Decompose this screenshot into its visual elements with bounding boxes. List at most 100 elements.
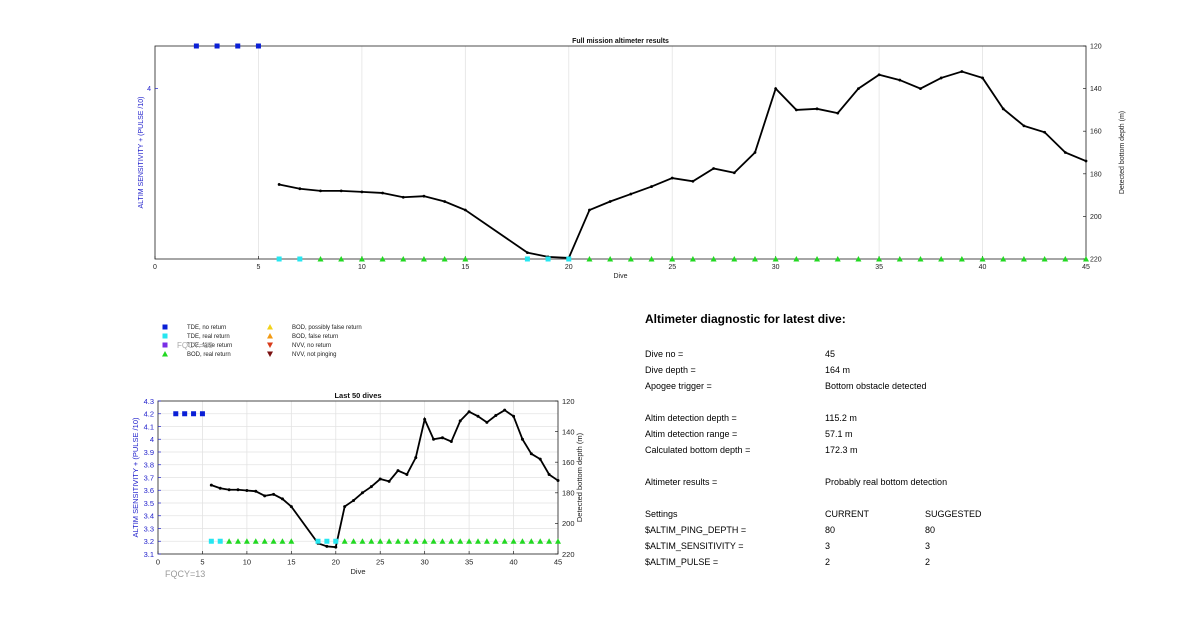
ping-depth-suggested: 80 bbox=[925, 525, 936, 535]
bottom-depth-point bbox=[423, 417, 427, 421]
x-tick-label: 0 bbox=[156, 558, 160, 567]
bod-real-return-marker bbox=[243, 538, 250, 544]
legend-marker bbox=[267, 351, 273, 357]
current-header: CURRENT bbox=[825, 509, 869, 519]
bottom-depth-point bbox=[547, 472, 551, 476]
bod-real-return-marker bbox=[400, 256, 407, 262]
y-right-tick-label: 140 bbox=[562, 427, 575, 436]
bottom-depth-point bbox=[1084, 159, 1088, 163]
bottom-depth-point bbox=[405, 472, 409, 476]
altim-depth-label: Altim detection depth = bbox=[645, 413, 737, 423]
bottom-depth-point bbox=[401, 195, 405, 199]
bottom-depth-point bbox=[712, 167, 715, 170]
y-left-axis-label: ALTIM SENSITIVITY + (PULSE /10) bbox=[131, 417, 140, 537]
y-left-tick-label: 3.6 bbox=[144, 486, 154, 495]
tde-real-return-marker bbox=[566, 256, 572, 262]
bod-real-return-marker bbox=[377, 538, 384, 544]
bottom-depth-point bbox=[512, 414, 516, 418]
y-right-tick-label: 140 bbox=[1090, 86, 1102, 93]
dive-no-row: Dive no = 45 bbox=[645, 346, 1165, 362]
bottom-depth-point bbox=[339, 189, 343, 193]
bottom-depth-point bbox=[732, 171, 736, 175]
bod-real-return-marker bbox=[1041, 256, 1048, 262]
bottom-depth-point bbox=[919, 87, 922, 90]
y-left-tick-label: 4.1 bbox=[144, 422, 154, 431]
bod-real-return-marker bbox=[501, 538, 508, 544]
y-right-tick-label: 220 bbox=[562, 550, 575, 559]
y-left-axis-label: ALTIM SENSITIVITY + (PULSE /10) bbox=[138, 97, 145, 209]
legend: TDE, no return TDE, real return TDE, false… bbox=[162, 324, 362, 358]
bottom-depth-point bbox=[325, 544, 329, 548]
x-tick-label: 10 bbox=[358, 264, 366, 271]
bod-real-return-marker bbox=[793, 256, 800, 262]
tde-no-return-marker bbox=[191, 411, 197, 417]
y-left-tick-label: 3.3 bbox=[144, 524, 154, 533]
bottom-depth-point bbox=[629, 192, 633, 196]
altim-range-value: 57.1 m bbox=[825, 429, 853, 439]
x-tick-label: 40 bbox=[509, 558, 517, 567]
x-tick-label: 25 bbox=[668, 264, 676, 271]
bod-real-return-marker bbox=[586, 256, 593, 262]
tde-no-return-marker bbox=[214, 43, 220, 49]
bottom-depth-point bbox=[227, 488, 231, 492]
bottom-depth-point bbox=[815, 107, 819, 111]
calc-depth-row: Calculated bottom depth = 172.3 m bbox=[645, 442, 1165, 458]
bod-real-return-marker bbox=[350, 538, 357, 544]
bottom-depth-point bbox=[449, 440, 453, 444]
legend-label: NVV, not pinging bbox=[292, 352, 336, 358]
bottom-depth-point bbox=[1001, 107, 1005, 111]
bod-real-return-marker bbox=[252, 538, 259, 544]
ping-depth-row: $ALTIM_PING_DEPTH = 80 80 bbox=[645, 522, 1165, 538]
bod-real-return-marker bbox=[751, 256, 758, 262]
bod-real-return-marker bbox=[483, 538, 490, 544]
bod-real-return-marker bbox=[430, 538, 437, 544]
x-tick-label: 15 bbox=[287, 558, 295, 567]
bod-real-return-marker bbox=[475, 538, 481, 544]
y-left-tick-label: 3.1 bbox=[144, 550, 154, 559]
bottom-depth-point bbox=[209, 483, 213, 487]
x-tick-label: 5 bbox=[200, 558, 204, 567]
legend-marker bbox=[162, 333, 168, 339]
bod-real-return-marker bbox=[814, 256, 821, 262]
bottom-depth-point bbox=[588, 208, 591, 212]
sensitivity-suggested: 3 bbox=[925, 541, 931, 551]
bottom-depth-point bbox=[520, 437, 524, 441]
legend-label: BOD, possibly false return bbox=[292, 325, 362, 331]
bottom-depth-point bbox=[898, 78, 902, 82]
last-50-dives-chart: 0 5 10 15 20 25 30 35 40 45 3.1 3.2 3.3 3.4 3.5 3.6 3.7 3… bbox=[131, 391, 584, 579]
x-tick-label: 0 bbox=[153, 264, 157, 271]
x-tick-label: 35 bbox=[465, 558, 473, 567]
bottom-depth-point bbox=[432, 437, 436, 441]
bod-real-return-marker bbox=[395, 538, 401, 544]
bottom-depth-point bbox=[443, 200, 447, 203]
bottom-depth-point bbox=[236, 488, 240, 492]
bottom-depth-point bbox=[360, 491, 364, 495]
bod-real-return-marker bbox=[1000, 256, 1007, 262]
legend-marker bbox=[267, 324, 273, 330]
bod-real-return-marker bbox=[938, 256, 945, 262]
bod-real-return-marker bbox=[537, 538, 544, 544]
legend-marker bbox=[267, 342, 273, 348]
chart-title: Full mission altimeter results bbox=[572, 38, 669, 45]
bottom-depth-point bbox=[608, 200, 612, 203]
bod-real-return-marker bbox=[235, 538, 241, 544]
y-left-tick-label: 3.2 bbox=[144, 537, 154, 546]
y-right-tick-label: 160 bbox=[562, 458, 575, 467]
y-right-tick-label: 200 bbox=[562, 519, 575, 528]
bottom-depth-point bbox=[650, 185, 653, 188]
bottom-depth-point bbox=[494, 414, 498, 418]
legend-label: TDE, false return bbox=[187, 343, 232, 349]
x-tick-label: 45 bbox=[554, 558, 562, 567]
bod-real-return-marker bbox=[876, 256, 883, 262]
x-tick-label: 30 bbox=[420, 558, 428, 567]
bottom-depth-point bbox=[319, 189, 322, 193]
bod-real-return-marker bbox=[317, 256, 324, 262]
bod-real-return-marker bbox=[279, 538, 286, 544]
bod-real-return-marker bbox=[546, 538, 553, 544]
y-left-tick-label: 3.8 bbox=[144, 461, 154, 470]
y-left-tick-label: 4.3 bbox=[144, 397, 154, 406]
dive-depth-row: Dive depth = 164 m bbox=[645, 362, 1165, 378]
bottom-depth-point bbox=[218, 486, 222, 490]
legend-fqcy-overlay: FQCY=13 bbox=[177, 341, 213, 350]
